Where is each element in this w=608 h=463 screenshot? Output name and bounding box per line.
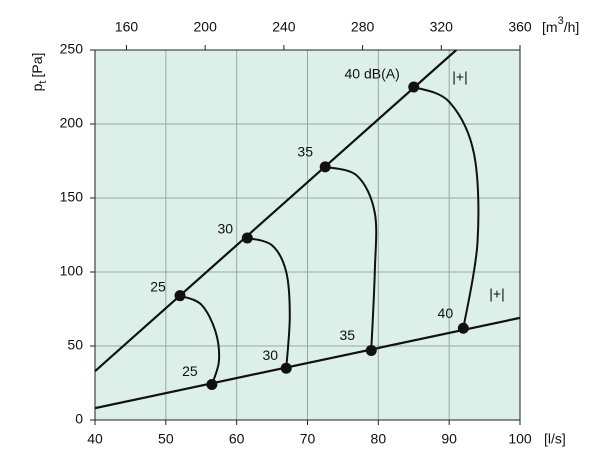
annotation: |+| <box>489 286 504 302</box>
operating-point <box>241 232 253 244</box>
x-unit: [l/s] <box>544 431 566 447</box>
x2-unit-sup: 3 <box>558 15 564 27</box>
x2-tick-label: 160 <box>115 19 139 35</box>
operating-point <box>408 81 420 93</box>
y-label-unit: [Pa] <box>29 53 45 78</box>
point-label: 25 <box>182 363 198 379</box>
operating-point <box>319 161 331 173</box>
operating-point <box>174 290 186 302</box>
annotation: |+| <box>452 69 467 85</box>
x-tick-label: 100 <box>508 431 532 447</box>
x-tick-label: 50 <box>158 431 174 447</box>
fan-curve <box>247 236 291 369</box>
point-label: 40 <box>438 305 454 321</box>
x2-unit-end: /h] <box>564 19 580 35</box>
x2-unit-main: [m <box>542 19 558 35</box>
operating-point <box>365 344 377 356</box>
y-tick-label: 200 <box>60 115 84 131</box>
y-tick-label: 50 <box>67 337 83 353</box>
point-label: 40 dB(A) <box>345 66 400 82</box>
x2-tick-label: 200 <box>194 19 218 35</box>
plot-frame <box>94 49 521 421</box>
operating-point <box>457 322 469 334</box>
system-line <box>95 316 520 410</box>
x-tick-label: 80 <box>371 431 387 447</box>
x2-unit: [m3/h] <box>542 15 579 35</box>
operating-point <box>206 378 218 390</box>
y-tick-label: 0 <box>75 411 83 427</box>
fan-curve <box>413 86 480 329</box>
point-label: 35 <box>297 144 313 160</box>
x-tick-label: 70 <box>300 431 316 447</box>
point-label: 25 <box>150 278 166 294</box>
y-label-main: p <box>29 83 45 91</box>
point-label: 30 <box>218 221 234 237</box>
x2-tick-label: 240 <box>272 19 296 35</box>
x2-tick-label: 320 <box>430 19 454 35</box>
plot-lines <box>95 50 520 410</box>
x-tick-label: 60 <box>229 431 245 447</box>
fan-curve <box>179 294 221 385</box>
point-label: 30 <box>262 347 278 363</box>
y-tick-label: 100 <box>60 263 84 279</box>
operating-point <box>280 362 292 374</box>
y-tick-label: 250 <box>60 41 84 57</box>
point-label: 35 <box>339 327 355 343</box>
x-tick-label: 40 <box>87 431 103 447</box>
y-tick-label: 150 <box>60 189 84 205</box>
x2-tick-label: 360 <box>508 19 532 35</box>
x2-tick-label: 280 <box>351 19 375 35</box>
x-tick-label: 90 <box>441 431 457 447</box>
fan-curve <box>324 165 378 351</box>
y-label: pt [Pa] <box>29 53 49 92</box>
system-line <box>95 50 457 372</box>
y-label-sub: t <box>37 81 49 84</box>
